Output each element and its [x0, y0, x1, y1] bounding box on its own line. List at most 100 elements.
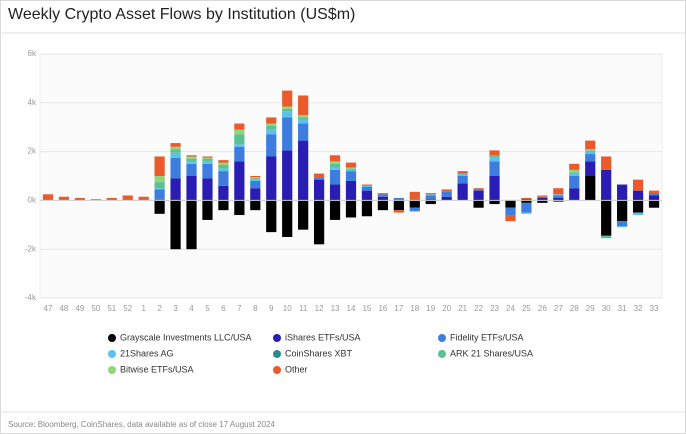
bar-segment — [218, 185, 229, 201]
bar-segment — [361, 184, 373, 186]
bar-segment — [266, 134, 277, 157]
bar-segment — [553, 188, 564, 195]
bar-segment — [298, 140, 309, 201]
bar-segment — [186, 158, 197, 162]
bar-segment — [266, 129, 277, 135]
bar-segment — [202, 178, 213, 201]
bar-segment — [585, 151, 596, 155]
x-tick-label: 30 — [602, 304, 611, 313]
x-tick-label: 32 — [634, 304, 643, 313]
x-tick-label: 48 — [59, 304, 68, 313]
bar-segment — [202, 158, 213, 162]
bar-segment — [585, 161, 596, 176]
bar-segment — [377, 193, 389, 195]
x-tick-label: 47 — [44, 304, 53, 313]
bar-segment — [521, 212, 532, 214]
bar-segment — [537, 200, 548, 203]
bar-segment — [441, 191, 452, 197]
bar-segment — [457, 176, 468, 184]
x-tick-label: 52 — [123, 304, 132, 313]
bar-segment — [345, 162, 357, 168]
x-tick-label: 16 — [378, 304, 387, 313]
bar-segment — [648, 195, 660, 201]
bar-segment — [329, 155, 341, 162]
bar-segment — [170, 157, 181, 179]
bar-segment — [282, 200, 293, 237]
bar-segment — [266, 125, 277, 130]
bar-segment — [585, 150, 596, 152]
bar-segment — [298, 119, 309, 124]
bar-segment — [473, 188, 484, 190]
legend-marker — [438, 334, 446, 342]
bar-segment — [298, 123, 309, 141]
legend-label: Bitwise ETFs/USA — [120, 364, 194, 374]
bar-segment — [154, 182, 165, 189]
bar-segment — [585, 149, 596, 151]
bar-segment — [632, 212, 644, 216]
bar-segment — [250, 180, 261, 189]
bar-segment — [648, 190, 660, 194]
x-tick-label: 17 — [394, 304, 403, 313]
bar-segment — [266, 117, 277, 124]
x-tick-label: 7 — [237, 304, 242, 313]
bar-segment — [218, 168, 229, 172]
bar-segment — [282, 90, 293, 107]
bar-segment — [425, 195, 436, 200]
bar-segment — [298, 117, 309, 120]
bar-segment — [329, 161, 341, 164]
bar-segment — [521, 197, 532, 200]
bar-segment — [569, 173, 580, 176]
y-tick-label: -2k — [25, 244, 37, 253]
x-tick-label: 13 — [331, 304, 340, 313]
legend-label: ARK 21 Shares/USA — [450, 348, 533, 358]
x-tick-label: 6 — [221, 304, 226, 313]
bar-segment — [505, 215, 516, 222]
bar-segment — [569, 163, 580, 170]
bar-segment — [250, 179, 261, 181]
bar-segment — [186, 163, 197, 176]
y-tick-label: 0k — [28, 196, 37, 205]
bar-segment — [585, 154, 596, 162]
bar-segment — [489, 155, 500, 158]
bar-segment — [585, 176, 596, 201]
bar-segment — [409, 207, 420, 212]
bar-segment — [345, 180, 357, 201]
source-note: Source: Bloomberg, CoinShares, data avai… — [8, 420, 275, 429]
bar-segment — [186, 156, 197, 159]
bar-segment — [361, 200, 373, 217]
x-tick-label: 27 — [554, 304, 563, 313]
legend-label: Fidelity ETFs/USA — [450, 332, 524, 342]
bar-segment — [154, 200, 165, 214]
legend-marker — [273, 350, 281, 358]
bar-segment — [122, 195, 133, 201]
bar-segment — [218, 160, 229, 163]
x-tick-label: 26 — [538, 304, 547, 313]
bar-segment — [298, 95, 309, 115]
bar-segment — [170, 149, 181, 153]
bar-segment — [266, 156, 277, 201]
x-tick-label: 5 — [205, 304, 210, 313]
bar-segment — [473, 200, 484, 208]
bar-segment — [505, 200, 516, 208]
legend-label: Other — [285, 364, 308, 374]
x-tick-label: 14 — [347, 304, 356, 313]
bar-segment — [409, 200, 420, 208]
bar-segment — [648, 200, 660, 208]
bar-segment — [138, 196, 149, 201]
bar-segment — [361, 186, 373, 191]
legend-label: CoinShares XBT — [285, 348, 353, 358]
bar-segment — [106, 197, 117, 201]
bar-segment — [393, 200, 404, 211]
bar-segment — [170, 152, 181, 158]
x-tick-label: 10 — [283, 304, 292, 313]
bar-segment — [202, 200, 213, 220]
x-tick-label: 23 — [490, 304, 499, 313]
bar-segment — [457, 173, 468, 176]
x-tick-label: 2 — [157, 304, 162, 313]
bar-segment — [202, 156, 213, 158]
bar-segment — [329, 184, 341, 201]
x-tick-label: 9 — [269, 304, 274, 313]
bar-segment — [250, 178, 261, 180]
x-tick-label: 20 — [442, 304, 451, 313]
x-tick-label: 50 — [91, 304, 100, 313]
